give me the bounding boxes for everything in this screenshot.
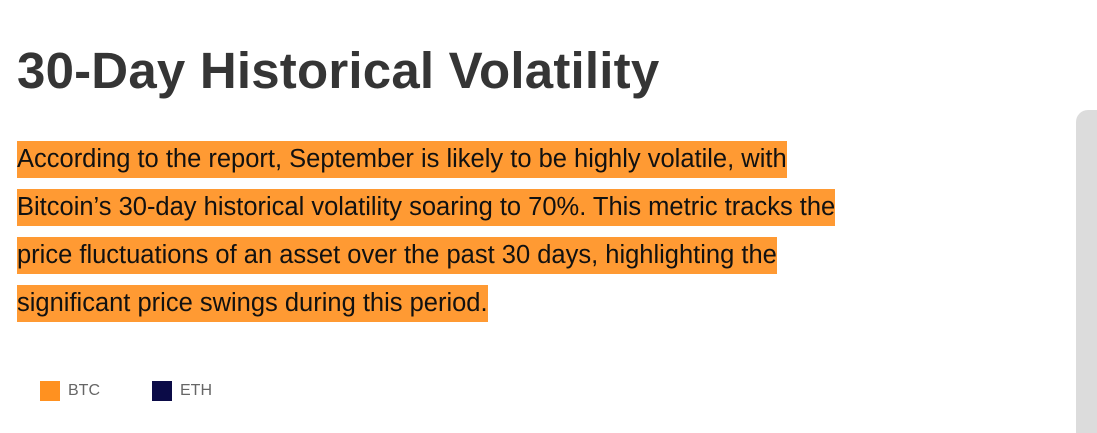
paragraph-line-text: According to the report, September is li… [17,141,787,178]
legend-label-eth: ETH [180,382,212,399]
article-heading: 30-Day Historical Volatility [17,42,660,99]
legend-label-btc: BTC [68,382,100,399]
legend-item-eth[interactable]: ETH [152,381,212,401]
side-panel [1076,110,1097,433]
eth-color-swatch [152,381,172,401]
paragraph-line-text: price fluctuations of an asset over the … [17,237,777,274]
legend-item-btc[interactable]: BTC [40,381,100,401]
btc-color-swatch [40,381,60,401]
paragraph-line: According to the report, September is li… [17,135,1017,183]
paragraph-line-text: Bitcoin’s 30-day historical volatility s… [17,189,836,226]
paragraph-line: price fluctuations of an asset over the … [17,231,1017,279]
chart-legend: BTC ETH [40,381,264,401]
paragraph-line-text: significant price swings during this per… [17,285,488,322]
paragraph-line: significant price swings during this per… [17,279,1017,327]
highlighted-paragraph: According to the report, September is li… [17,135,1017,327]
paragraph-line: Bitcoin’s 30-day historical volatility s… [17,183,1017,231]
